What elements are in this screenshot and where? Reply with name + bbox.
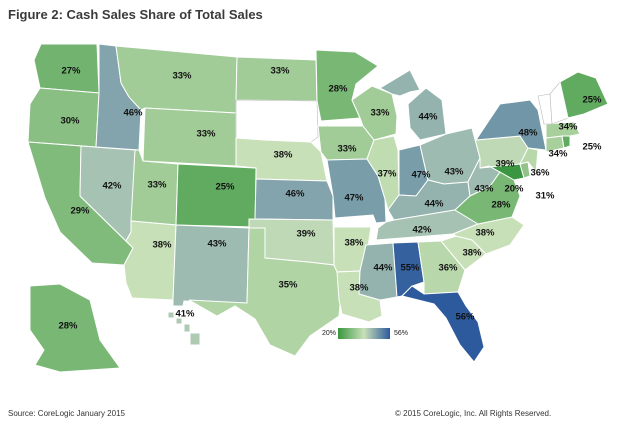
legend-gradient-bar <box>338 328 390 339</box>
state-nm <box>172 224 250 307</box>
state-label-hi: 41% <box>175 309 195 320</box>
state-ri <box>561 135 571 149</box>
state-label-pa: 39% <box>495 159 515 170</box>
state-ny <box>475 99 547 151</box>
state-label-tn: 42% <box>412 225 432 236</box>
state-label-ia: 33% <box>337 144 357 155</box>
state-label-mo: 47% <box>344 193 364 204</box>
state-co <box>175 163 257 228</box>
state-label-mt: 33% <box>172 71 192 82</box>
state-label-ca: 29% <box>70 206 90 217</box>
state-label-wa: 27% <box>61 66 81 77</box>
state-label-ms: 44% <box>373 263 393 274</box>
state-hi <box>167 311 201 346</box>
state-label-va: 28% <box>491 200 511 211</box>
legend-min-label: 20% <box>322 330 336 337</box>
state-label-ct: 34% <box>548 149 568 160</box>
state-tx <box>188 227 343 357</box>
state-label-fl: 56% <box>455 312 475 323</box>
state-label-nm: 43% <box>207 239 227 250</box>
state-label-ga: 36% <box>438 263 458 274</box>
state-nd <box>235 56 318 102</box>
state-label-ny: 48% <box>518 128 538 139</box>
state-label-ri: 25% <box>582 142 602 153</box>
state-az <box>123 220 177 301</box>
state-label-wy: 33% <box>196 129 216 140</box>
state-label-ky: 44% <box>424 199 444 210</box>
state-label-co: 25% <box>215 182 235 193</box>
state-label-me: 25% <box>582 95 602 106</box>
state-me <box>559 71 609 119</box>
state-nj <box>519 147 539 174</box>
legend: 20% 56% <box>322 328 408 339</box>
state-label-oh: 43% <box>444 167 464 178</box>
state-label-tx: 35% <box>278 280 298 291</box>
state-label-wv: 43% <box>474 184 494 195</box>
state-label-id: 46% <box>123 108 143 119</box>
figure-title: Figure 2: Cash Sales Share of Total Sale… <box>8 7 263 22</box>
state-label-ne: 38% <box>273 150 293 161</box>
state-label-wi: 33% <box>370 108 390 119</box>
state-label-ks: 46% <box>285 189 305 200</box>
state-ks <box>254 178 334 221</box>
state-label-ma: 34% <box>558 122 578 133</box>
legend-max-label: 56% <box>394 330 408 337</box>
state-label-mn: 28% <box>328 84 348 95</box>
state-label-nd: 33% <box>270 66 290 77</box>
state-label-ak: 28% <box>58 321 78 332</box>
state-label-ut: 33% <box>147 180 167 191</box>
state-label-nc: 38% <box>475 228 495 239</box>
state-label-ok: 39% <box>296 229 316 240</box>
state-label-nv: 42% <box>102 181 122 192</box>
state-label-ar: 38% <box>344 238 364 249</box>
state-label-nj: 36% <box>530 168 550 179</box>
state-fl <box>401 285 485 363</box>
state-label-de: 31% <box>535 191 555 202</box>
state-ma <box>545 121 581 139</box>
state-label-la: 38% <box>349 283 369 294</box>
state-label-az: 38% <box>152 240 172 251</box>
state-label-sc: 38% <box>462 248 482 259</box>
source-note: Source: CoreLogic January 2015 <box>8 409 125 418</box>
state-ak <box>29 283 121 373</box>
state-label-or: 30% <box>60 116 80 127</box>
state-wy <box>142 107 237 167</box>
state-wi <box>351 85 398 141</box>
copyright-note: © 2015 CoreLogic, Inc. All Rights Reserv… <box>395 409 552 418</box>
state-label-al: 55% <box>400 263 420 274</box>
state-label-il: 37% <box>377 169 397 180</box>
state-label-in: 47% <box>411 170 431 181</box>
state-label-mi: 44% <box>418 112 438 123</box>
state-sd <box>235 99 319 143</box>
state-label-md: 20% <box>504 184 524 195</box>
